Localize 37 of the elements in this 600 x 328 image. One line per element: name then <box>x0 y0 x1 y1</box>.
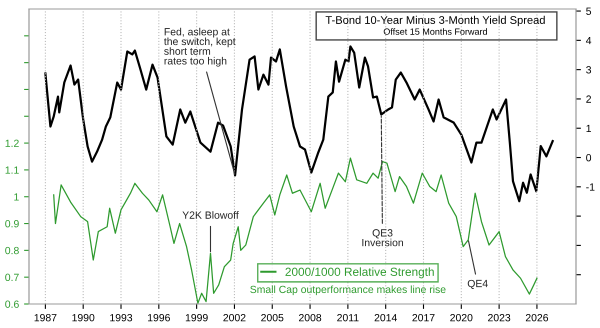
x-tick-label: 2026 <box>526 314 548 322</box>
y-tick-label: 1.2 <box>6 140 19 147</box>
y2-tick-label: 3 <box>586 66 592 74</box>
x-tick-label: 2011 <box>337 314 359 322</box>
annotation: Small Cap outperformance makes line rise <box>250 285 446 296</box>
y-tick-label: 1.1 <box>6 166 19 174</box>
x-tick-label: 1996 <box>148 314 170 322</box>
x-tick-label: 2005 <box>261 314 284 322</box>
y-tick-label: 0.7 <box>5 274 19 282</box>
x-tick-label: 2017 <box>412 314 435 322</box>
y2-tick-label: 1 <box>586 124 592 132</box>
y2-tick-label: 5 <box>586 8 592 15</box>
annotation: Fed, asleep at the switch, kept short term rates too high <box>164 28 236 67</box>
x-tick-label: 2023 <box>488 314 510 322</box>
annotation: QE4 <box>468 280 488 290</box>
x-tick-label: 2014 <box>374 314 397 322</box>
y-tick-label: 1 <box>14 193 19 200</box>
y2-tick-label: -1 <box>586 183 594 191</box>
x-tick-label: 2020 <box>450 314 472 322</box>
text: Offset 15 Months Forward <box>384 28 487 35</box>
y2-tick-label: 2 <box>586 95 591 103</box>
y-tick-label: 0.8 <box>5 246 19 254</box>
x-tick-label: 1987 <box>34 314 56 322</box>
x-tick-label: 2002 <box>223 314 246 322</box>
y2-tick-label: 4 <box>586 36 592 44</box>
annotation: Y2K Blowoff <box>182 211 239 219</box>
y2-tick-label: 0 <box>586 154 592 162</box>
x-tick-label: 1990 <box>72 314 94 322</box>
x-tick-label: 1993 <box>110 314 132 322</box>
x-tick-label: 2008 <box>299 314 322 322</box>
x-tick-label: 1999 <box>186 314 208 322</box>
annotation: QE3 Inversion <box>362 229 403 246</box>
legend-label: 2000/1000 Relative Strength <box>285 267 434 278</box>
y-tick-label: 0.9 <box>5 220 19 228</box>
y-tick-label: 0.6 <box>5 300 19 308</box>
text: T-Bond 10-Year Minus 3-Month Yield Spread <box>326 16 545 26</box>
line-series <box>53 157 538 304</box>
